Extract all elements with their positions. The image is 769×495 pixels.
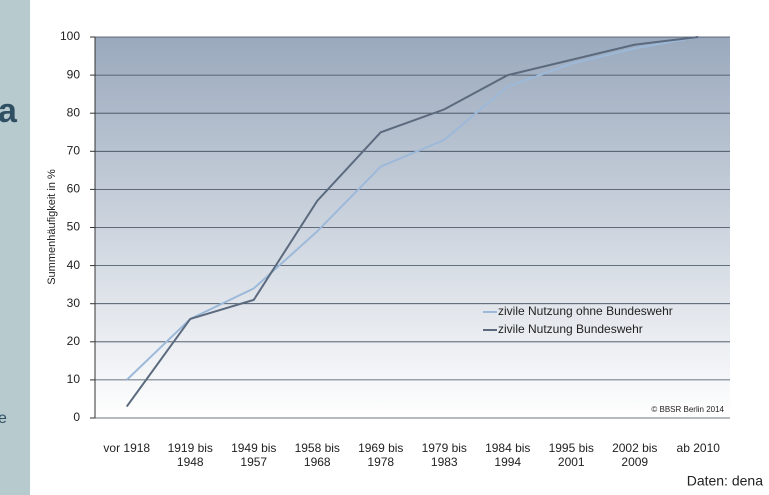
y-tick-label: 80 — [67, 105, 81, 119]
y-tick-label: 100 — [60, 29, 80, 43]
x-tick-label: 1995 bis 2001 — [548, 441, 594, 469]
copyright: © BBSR Berlin 2014 — [651, 405, 724, 414]
y-tick-label: 40 — [67, 258, 81, 272]
x-tick-label: 1919 bis 1948 — [167, 441, 213, 469]
x-tick-label: vor 1918 — [103, 441, 151, 455]
y-tick-label: 30 — [67, 296, 81, 310]
source: Daten: dena — [687, 473, 763, 489]
fragment: e — [0, 410, 7, 427]
y-tick-label: 50 — [67, 220, 81, 234]
fragment: a — [0, 92, 17, 130]
y-tick-label: 20 — [67, 334, 81, 348]
y-tick-label: 0 — [73, 410, 80, 424]
x-tick-label: 1984 bis 1994 — [485, 441, 531, 469]
y-tick-label: 70 — [67, 143, 81, 157]
x-tick-label: 1958 bis 1968 — [294, 441, 340, 469]
legend-label: zivile Nutzung ohne Bundeswehr — [498, 304, 673, 318]
x-tick-label: ab 2010 — [676, 441, 720, 455]
x-tick-label: 1979 bis 1983 — [421, 441, 467, 469]
series-line — [126, 36, 699, 381]
y-axis-label: Summenhäufigkeit in % — [46, 169, 58, 285]
x-tick-label: 1969 bis 1978 — [358, 441, 404, 469]
x-tick-label: 2002 bis 2009 — [612, 441, 658, 469]
x-tick-label: 1949 bis 1957 — [231, 441, 277, 469]
series-line — [125, 36, 699, 408]
y-tick-label: 60 — [67, 182, 81, 196]
y-tick-label: 90 — [67, 67, 81, 81]
legend-label: zivile Nutzung Bundeswehr — [498, 322, 643, 336]
y-tick-label: 10 — [67, 372, 81, 386]
